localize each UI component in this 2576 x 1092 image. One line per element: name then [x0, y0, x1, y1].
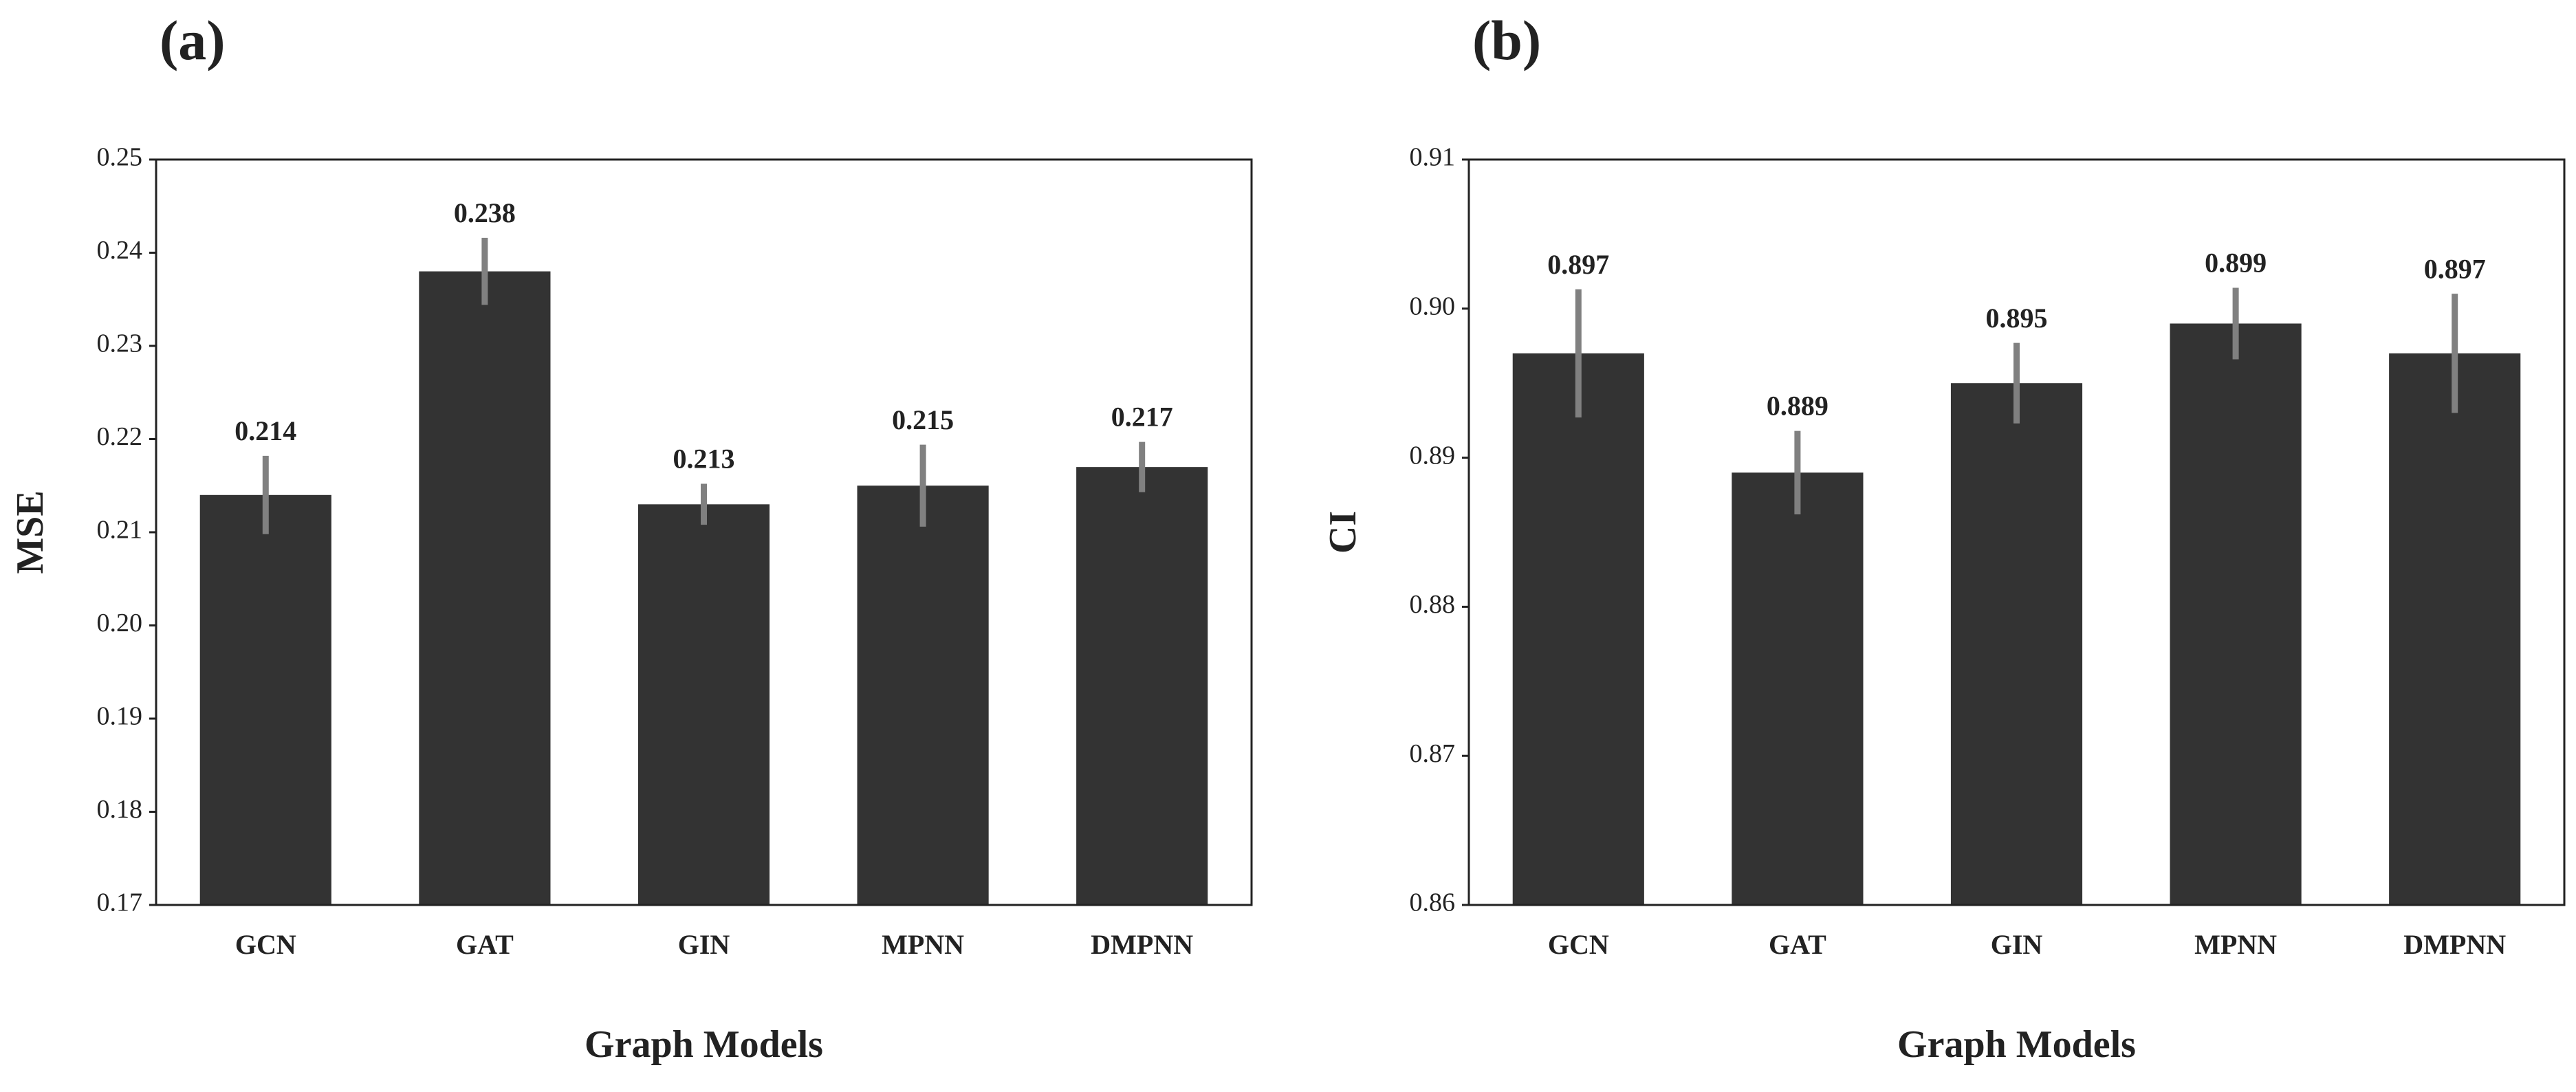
- data-label: 0.217: [1111, 402, 1173, 433]
- y-tick-label: 0.20: [97, 609, 143, 637]
- x-tick-label: GCN: [235, 929, 296, 960]
- y-tick-label: 0.24: [97, 236, 143, 265]
- y-tick-label: 0.17: [97, 888, 143, 917]
- y-tick-label: 0.87: [1410, 739, 1456, 768]
- y-tick-label: 0.25: [97, 143, 143, 172]
- plot-frame: [1467, 158, 2566, 906]
- y-tick-label: 0.91: [1410, 143, 1456, 172]
- plot-frame: [155, 158, 1253, 906]
- bar: [2170, 323, 2302, 906]
- bar: [857, 485, 989, 905]
- data-label: 0.889: [1767, 391, 1829, 422]
- x-tick-label: DMPNN: [2403, 929, 2506, 960]
- x-axis-title: Graph Models: [585, 1023, 823, 1066]
- data-label: 0.897: [1547, 249, 1609, 280]
- data-label: 0.213: [673, 444, 735, 474]
- x-tick-label: MPNN: [2194, 929, 2277, 960]
- y-tick-label: 0.86: [1410, 888, 1456, 917]
- x-tick-label: GAT: [1769, 929, 1826, 960]
- x-tick-label: DMPNN: [1091, 929, 1193, 960]
- bar: [1950, 383, 2083, 905]
- panel-label: (b): [1472, 9, 1541, 72]
- panel-label: (a): [160, 9, 226, 72]
- y-tick-label: 0.22: [97, 422, 143, 451]
- x-tick-label: GAT: [456, 929, 514, 960]
- bar: [419, 271, 551, 906]
- y-axis-title: CI: [1322, 511, 1364, 554]
- x-tick-label: GCN: [1548, 929, 1609, 960]
- y-tick-label: 0.23: [97, 329, 143, 358]
- bar: [637, 504, 770, 905]
- bar: [1732, 472, 1864, 905]
- data-label: 0.895: [1986, 303, 2048, 334]
- bar: [1076, 467, 1208, 905]
- bar: [1512, 353, 1644, 905]
- x-axis-title: Graph Models: [1897, 1023, 2136, 1066]
- data-label: 0.899: [2205, 248, 2267, 279]
- bar: [2389, 353, 2521, 905]
- x-tick-label: GIN: [1991, 929, 2043, 960]
- y-tick-label: 0.18: [97, 795, 143, 824]
- data-label: 0.238: [454, 197, 516, 228]
- y-tick-label: 0.88: [1410, 590, 1456, 619]
- bar: [199, 494, 331, 905]
- y-tick-label: 0.90: [1410, 292, 1456, 321]
- y-tick-label: 0.21: [97, 516, 143, 545]
- x-tick-label: GIN: [678, 929, 730, 960]
- x-tick-label: MPNN: [882, 929, 964, 960]
- y-axis-title: MSE: [9, 490, 52, 574]
- data-label: 0.215: [892, 404, 954, 435]
- y-tick-label: 0.19: [97, 702, 143, 731]
- data-label: 0.897: [2424, 253, 2486, 284]
- data-label: 0.214: [234, 415, 296, 446]
- y-tick-label: 0.89: [1410, 441, 1456, 470]
